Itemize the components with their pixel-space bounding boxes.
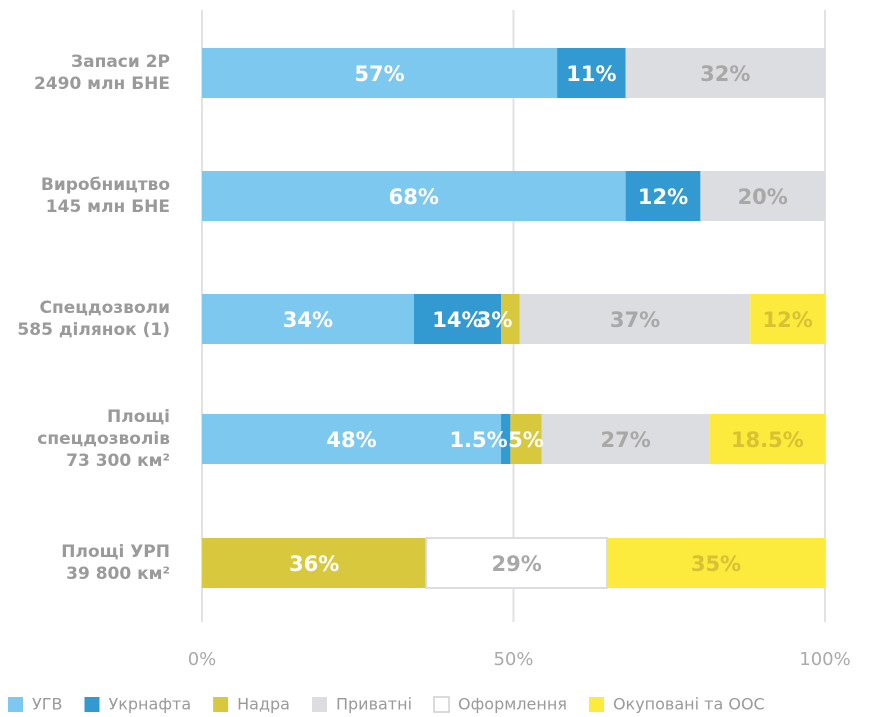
- value-label: 12%: [762, 308, 812, 332]
- bar-segment: [202, 414, 502, 464]
- bar-segment: [606, 538, 825, 588]
- value-label: 32%: [700, 62, 750, 86]
- value-label: 35%: [691, 552, 741, 576]
- legend-label: Укрнафта: [108, 695, 191, 714]
- bar-segment: [709, 414, 825, 464]
- value-label: 11%: [566, 62, 616, 86]
- bar-segment: [750, 294, 825, 344]
- bar-segment: [202, 294, 414, 344]
- legend-swatch: [311, 697, 327, 712]
- category-label: Виробництво: [41, 175, 170, 195]
- legend-swatch: [433, 696, 450, 713]
- value-label: 1.5%: [449, 428, 507, 452]
- category-label: 585 ділянок (1): [17, 320, 170, 340]
- legend-label: Оформлення: [458, 695, 567, 714]
- bar-segment: [202, 48, 558, 98]
- bar-segment: [501, 414, 511, 464]
- category-label: 39 800 км²: [66, 564, 170, 584]
- category-label: 2490 млн БНЕ: [34, 74, 170, 94]
- value-label: 5%: [508, 428, 544, 452]
- bar-segment: [202, 538, 427, 588]
- category-label: Площі: [107, 407, 170, 427]
- value-label: 3%: [477, 308, 513, 332]
- value-label: 48%: [326, 428, 376, 452]
- legend-label: УГВ: [32, 695, 62, 714]
- legend-swatch: [588, 697, 604, 712]
- bar-segment: [625, 171, 701, 221]
- bar-segment: [501, 294, 520, 344]
- value-label: 34%: [283, 308, 333, 332]
- bar-segment: [541, 414, 710, 464]
- value-label: 68%: [389, 185, 439, 209]
- x-tick-label: 100%: [799, 649, 850, 670]
- bar-segment: [510, 414, 542, 464]
- bar-segment: [625, 48, 825, 98]
- value-label: 14%: [432, 308, 482, 332]
- legend-swatch: [8, 697, 23, 712]
- legend-label: Надра: [237, 695, 290, 714]
- bar-segment: [700, 171, 825, 221]
- value-label: 57%: [354, 62, 404, 86]
- value-label: 18.5%: [731, 428, 804, 452]
- x-tick-label: 0%: [188, 649, 217, 670]
- legend-label: Окуповані та ООС: [613, 695, 765, 714]
- bar-segment: [202, 171, 626, 221]
- legend-swatch: [213, 697, 229, 712]
- legend-label: Приватні: [336, 695, 412, 714]
- category-label: Площі УРП: [61, 542, 170, 562]
- category-label: 73 300 км²: [66, 451, 170, 471]
- legend-swatch: [84, 697, 100, 712]
- category-label: 145 млн БНЕ: [46, 197, 170, 217]
- bar-segment: [519, 294, 751, 344]
- category-label: спецдозволів: [37, 429, 170, 449]
- value-label: 27%: [601, 428, 651, 452]
- category-label: Запаси 2P: [71, 52, 170, 72]
- value-label: 37%: [610, 308, 660, 332]
- value-label: 12%: [638, 185, 688, 209]
- value-label: 20%: [738, 185, 788, 209]
- category-label: Спецдозволи: [40, 298, 170, 318]
- bar-segment: [557, 48, 626, 98]
- bar-segment: [413, 294, 502, 344]
- x-tick-label: 50%: [493, 649, 533, 670]
- value-label: 29%: [491, 552, 541, 576]
- value-label: 36%: [289, 552, 339, 576]
